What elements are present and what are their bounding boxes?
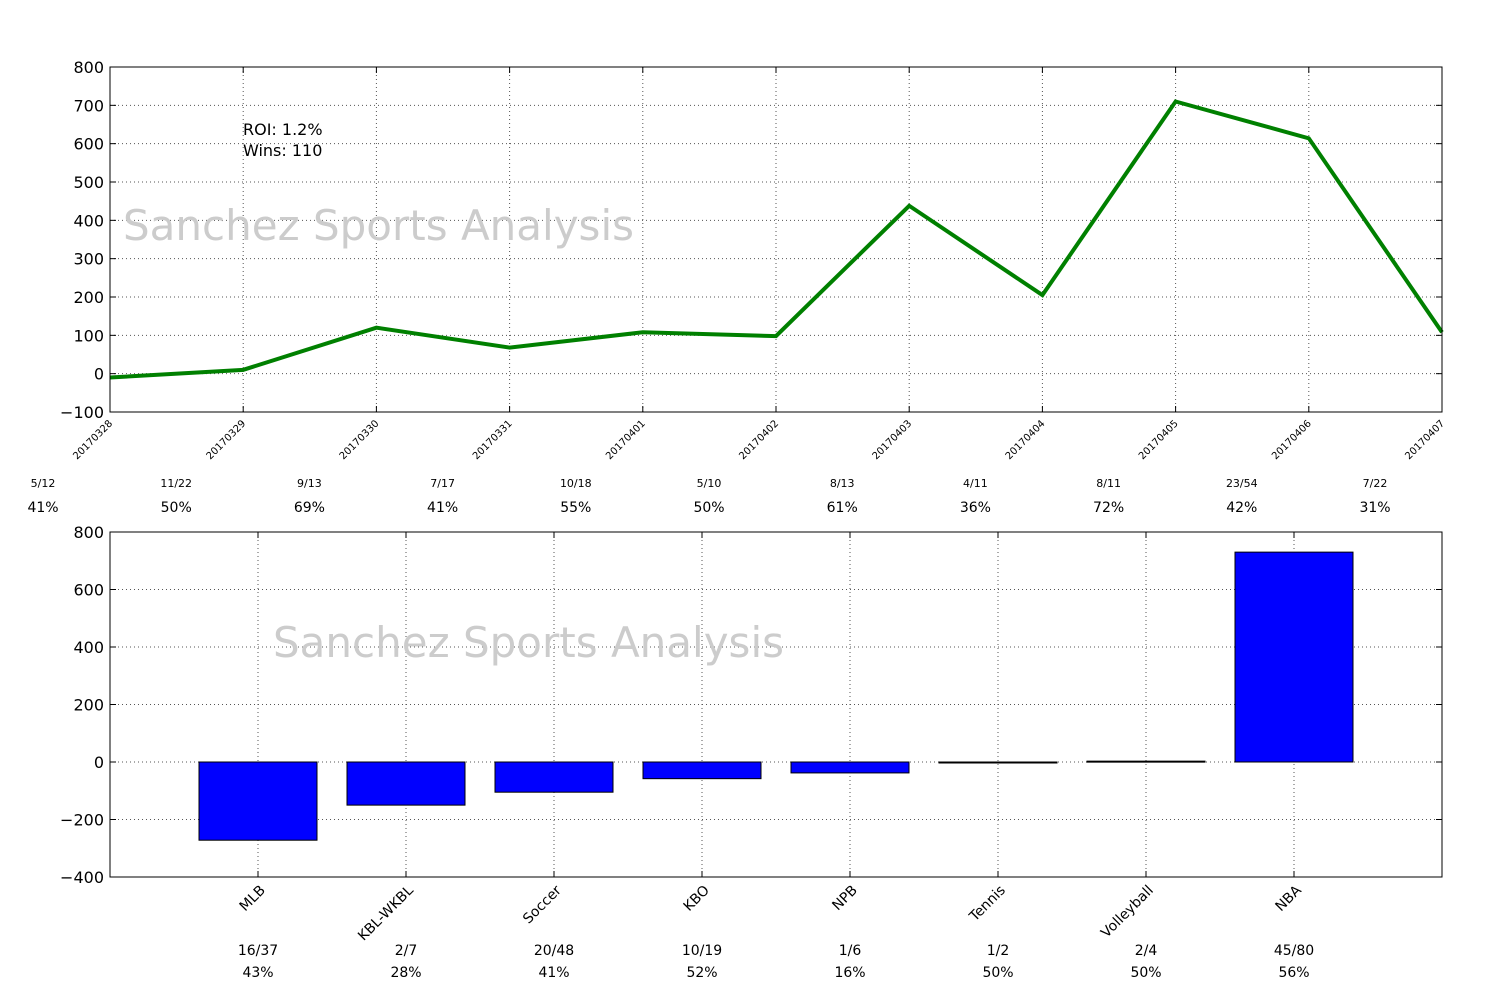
record-label: 7/17 [430,477,455,490]
x-tick-label: 20170407 [1403,418,1447,462]
record-label: 20/48 [534,943,574,959]
bar [1235,552,1353,762]
x-tick-label: 20170402 [737,418,781,462]
record-label: 5/12 [31,477,56,490]
record-label: 7/22 [1363,477,1388,490]
record-label: 45/80 [1274,943,1314,959]
y-tick-label: 600 [73,135,104,154]
category-label: Volleyball [1098,883,1157,942]
record-label: 1/2 [987,943,1010,959]
record-label: 1/6 [839,943,862,959]
x-tick-label: 20170404 [1004,418,1048,462]
record-label: 9/13 [297,477,322,490]
win-pct-label: 42% [1226,500,1257,516]
win-pct-label: 52% [686,965,717,981]
record-label: 16/37 [238,943,278,959]
x-tick-label: 20170406 [1270,418,1314,462]
watermark: Sanchez Sports Analysis [273,618,784,667]
category-label: Tennis [966,883,1009,926]
x-tick-label: 20170401 [604,418,648,462]
category-label: NBA [1273,882,1306,915]
record-label: 23/54 [1226,477,1258,490]
x-tick-label: 20170330 [338,418,382,462]
annotation-text: ROI: 1.2% [243,120,323,139]
category-label: NPB [829,883,860,914]
win-pct-label: 50% [693,500,724,516]
win-pct-label: 50% [982,965,1013,981]
win-pct-label: 56% [1278,965,1309,981]
bar [199,762,317,840]
bar [1087,761,1205,762]
win-pct-label: 41% [427,500,458,516]
category-label: Soccer [520,882,565,927]
category-label: MLB [237,883,269,915]
annotation-text: Wins: 110 [243,141,322,160]
win-pct-label: 50% [161,500,192,516]
x-tick-label: 20170331 [471,418,515,462]
record-label: 2/4 [1135,943,1158,959]
y-tick-label: 300 [73,250,104,269]
y-tick-label: 700 [73,96,104,115]
record-label: 10/19 [682,943,722,959]
line-chart: Sanchez Sports Analysis −100 0 100 200 300 400… [27,58,1447,516]
record-label: 5/10 [697,477,722,490]
bar [791,762,909,773]
x-tick-label: 20170329 [205,418,249,462]
win-pct-label: 36% [960,500,991,516]
bar-chart: Sanchez Sports Analysis −400 −200 0 200 400 60… [60,523,1442,981]
y-tick-label: 400 [73,638,104,657]
y-tick-label: 800 [73,523,104,542]
win-pct-label: 28% [390,965,421,981]
win-pct-label: 61% [827,500,858,516]
y-tick-label: 400 [73,211,104,230]
win-pct-label: 16% [834,965,865,981]
record-label: 8/11 [1096,477,1121,490]
win-pct-label: 72% [1093,500,1124,516]
watermark: Sanchez Sports Analysis [123,201,634,250]
y-tick-label: 0 [94,365,104,384]
y-tick-label: 200 [73,696,104,715]
win-pct-label: 69% [294,500,325,516]
y-tick-label: 200 [73,288,104,307]
category-label: KBL-WKBL [355,882,417,944]
x-tick-label: 20170405 [1137,418,1181,462]
x-tick-label: 20170403 [871,418,915,462]
y-tick-label: −400 [60,868,104,887]
category-label: KBO [681,883,713,915]
record-label: 4/11 [963,477,988,490]
win-pct-label: 41% [538,965,569,981]
y-tick-label: 800 [73,58,104,77]
bar [347,762,465,805]
win-pct-label: 50% [1130,965,1161,981]
record-label: 2/7 [395,943,418,959]
win-pct-label: 43% [242,965,273,981]
y-tick-label: 100 [73,326,104,345]
win-pct-label: 31% [1359,500,1390,516]
bar [495,762,613,792]
y-tick-label: 0 [94,753,104,772]
y-tick-label: −100 [60,403,104,422]
bar [643,762,761,779]
y-tick-label: −200 [60,811,104,830]
bar [939,762,1057,763]
y-tick-label: 500 [73,173,104,192]
x-tick-label: 20170328 [71,418,115,462]
win-pct-label: 55% [560,500,591,516]
y-tick-label: 600 [73,581,104,600]
record-label: 10/18 [560,477,592,490]
record-label: 8/13 [830,477,855,490]
record-label: 11/22 [160,477,192,490]
win-pct-label: 41% [27,500,58,516]
